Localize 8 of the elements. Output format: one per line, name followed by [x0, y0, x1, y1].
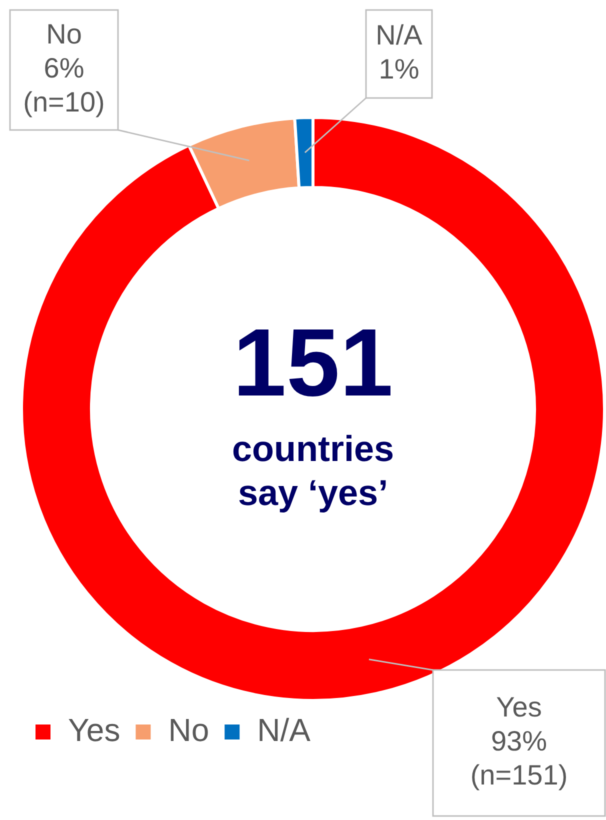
data-label: No 6% (n=10)	[23, 18, 105, 118]
legend-label: N/A	[257, 712, 312, 748]
text: 151	[232, 309, 394, 416]
text: countries say ‘yes’	[232, 428, 394, 513]
legend-label: Yes	[68, 712, 120, 748]
legend-label: No	[168, 712, 210, 748]
data-label: N/A 1%	[376, 20, 423, 85]
data-label: Yes 93% (n=151)	[470, 692, 568, 791]
